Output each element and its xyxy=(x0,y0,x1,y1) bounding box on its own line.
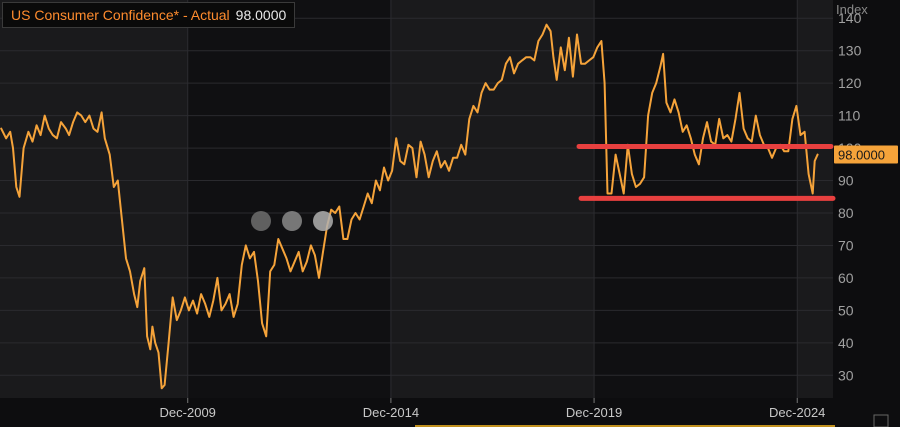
series-title: US Consumer Confidence* - Actual xyxy=(11,7,230,23)
corner-square-icon[interactable] xyxy=(873,414,889,427)
y-axis-ticks: 30405060708090100110120130140 xyxy=(838,10,862,383)
annotation-lines xyxy=(576,143,836,201)
y-tick-label: 120 xyxy=(838,75,862,91)
y-tick-label: 90 xyxy=(838,173,854,189)
last-value-label: 98.0000 xyxy=(838,148,885,163)
series-line xyxy=(0,23,819,390)
x-axis-ticks: Dec-2009 Dec-2014 Dec-2019 Dec-2024 xyxy=(160,398,825,420)
y-tick-label: 140 xyxy=(838,10,862,26)
x-tick-label: Dec-2009 xyxy=(160,405,216,420)
series-title-box[interactable]: US Consumer Confidence* - Actual 98.0000 xyxy=(2,2,296,28)
x-tick-label: Dec-2024 xyxy=(769,405,825,420)
y-axis-label: Index xyxy=(836,2,868,17)
y-tick-label: 70 xyxy=(838,237,854,253)
bottom-scroll-indicator xyxy=(415,425,835,427)
background-band xyxy=(0,0,188,398)
x-tick-label: Dec-2014 xyxy=(363,405,419,420)
y-tick-label: 60 xyxy=(838,270,854,286)
loading-dot xyxy=(313,211,333,231)
loading-dot xyxy=(282,211,302,231)
last-value-badge: 98.0000 xyxy=(834,145,898,164)
y-tick-label: 130 xyxy=(838,43,862,59)
last-value-badge-bg xyxy=(834,145,898,164)
x-tick-label: Dec-2019 xyxy=(566,405,622,420)
y-tick-label: 110 xyxy=(838,108,861,124)
y-tick-label: 80 xyxy=(838,205,854,221)
loading-dot xyxy=(251,211,271,231)
background-band xyxy=(390,0,595,398)
series-current-value: 98.0000 xyxy=(235,7,287,23)
y-tick-label: 50 xyxy=(838,302,854,318)
loading-indicator-icon xyxy=(251,211,333,231)
y-tick-label: 30 xyxy=(838,367,854,383)
y-tick-label: 40 xyxy=(838,335,854,351)
background-band xyxy=(187,0,391,398)
